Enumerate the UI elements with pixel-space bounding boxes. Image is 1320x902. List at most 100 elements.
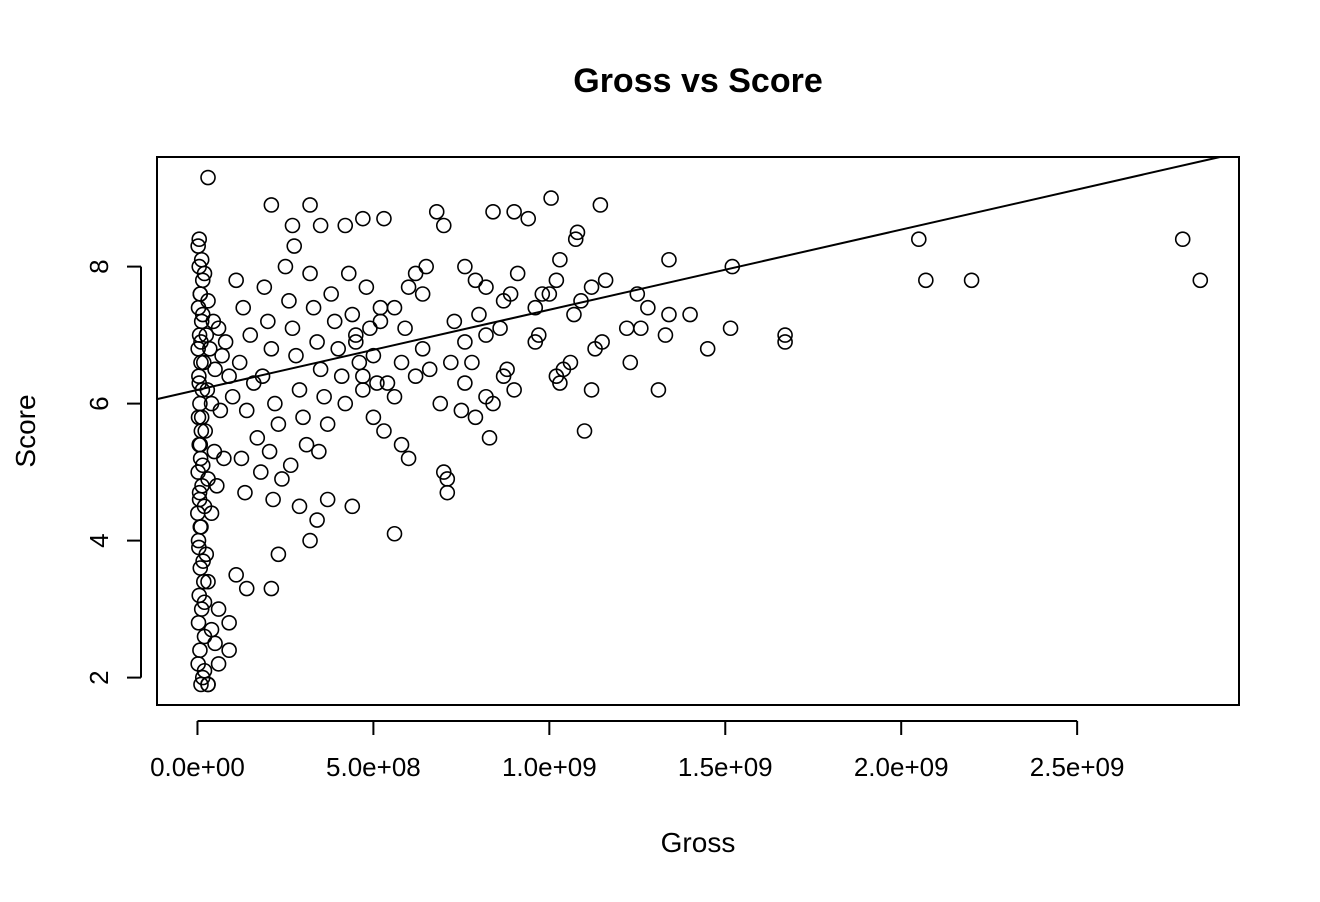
data-point	[340, 265, 357, 282]
data-point	[722, 320, 739, 337]
data-point	[495, 293, 512, 309]
data-point	[633, 320, 649, 337]
data-point	[495, 368, 512, 385]
data-point	[210, 320, 227, 337]
data-point	[453, 402, 470, 419]
x-tick-label: 1.5e+09	[678, 752, 773, 782]
data-point	[249, 430, 266, 446]
data-point	[221, 642, 237, 659]
data-point	[235, 299, 252, 316]
data-point	[414, 286, 431, 302]
data-point	[418, 258, 434, 275]
data-point	[190, 409, 207, 426]
data-point	[587, 340, 603, 357]
data-point	[527, 334, 544, 350]
data-point	[295, 409, 311, 426]
y-axis: 2 4 6 8	[84, 259, 142, 685]
data-point	[407, 265, 424, 282]
data-point	[439, 484, 456, 501]
data-point	[358, 279, 375, 295]
data-point	[200, 573, 216, 590]
data-point	[777, 327, 793, 343]
data-point	[569, 224, 586, 241]
data-point	[302, 532, 318, 549]
data-point	[428, 204, 445, 220]
data-point	[192, 436, 209, 453]
data-point	[323, 286, 339, 302]
x-tick-label: 0.0e+00	[150, 752, 245, 782]
data-point	[207, 635, 223, 652]
data-point	[291, 382, 308, 398]
data-point	[414, 340, 431, 357]
data-point	[191, 231, 208, 247]
y-tick-label: 2	[84, 670, 114, 684]
data-point	[263, 580, 280, 597]
data-point	[365, 409, 382, 426]
data-point	[432, 395, 449, 412]
data-point	[209, 477, 225, 494]
data-point	[337, 217, 354, 234]
data-point	[386, 388, 403, 405]
data-point	[330, 340, 347, 357]
data-point	[481, 430, 498, 446]
data-point	[597, 272, 614, 289]
data-point	[203, 505, 220, 522]
data-point	[552, 251, 568, 268]
data-point	[777, 334, 793, 350]
data-point	[435, 217, 452, 234]
data-point	[492, 320, 508, 337]
data-point	[319, 416, 336, 432]
data-point	[277, 258, 294, 275]
data-point	[198, 546, 215, 563]
data-point	[274, 471, 290, 487]
data-point	[478, 279, 494, 295]
data-point	[197, 423, 214, 439]
data-point	[284, 217, 301, 234]
x-axis-title: Gross	[661, 827, 736, 858]
data-point	[193, 519, 209, 535]
data-point	[527, 299, 544, 316]
data-point	[509, 265, 526, 282]
data-point	[207, 361, 223, 378]
data-point	[543, 190, 559, 206]
data-point	[421, 361, 438, 378]
data-point	[534, 286, 551, 302]
data-point	[351, 354, 368, 371]
data-point	[397, 320, 413, 337]
data-point	[194, 457, 211, 474]
data-point	[478, 388, 494, 405]
data-point	[376, 210, 392, 227]
data-point	[195, 573, 212, 590]
data-point	[1174, 231, 1191, 247]
data-point	[256, 279, 273, 295]
data-point	[567, 231, 584, 247]
data-point	[206, 443, 223, 460]
data-point	[284, 320, 301, 337]
data-point	[592, 197, 609, 213]
data-point	[506, 204, 522, 220]
data-point	[576, 423, 593, 439]
data-point	[583, 279, 600, 295]
data-point	[193, 409, 210, 426]
data-point	[319, 491, 336, 508]
data-point	[583, 382, 600, 398]
data-point	[548, 272, 565, 289]
data-point	[196, 628, 213, 645]
data-point	[291, 498, 308, 515]
data-point	[467, 409, 484, 426]
data-point	[640, 299, 656, 316]
data-point	[312, 217, 329, 234]
data-point	[355, 368, 371, 385]
data-point	[657, 327, 674, 343]
data-point	[200, 169, 216, 186]
data-point	[372, 313, 389, 330]
data-point	[195, 354, 212, 371]
data-point	[457, 375, 473, 391]
data-point	[344, 498, 361, 515]
data-point	[650, 382, 667, 398]
data-point	[485, 204, 501, 220]
data-point	[267, 395, 283, 412]
data-point	[457, 258, 473, 275]
data-point	[195, 553, 211, 569]
